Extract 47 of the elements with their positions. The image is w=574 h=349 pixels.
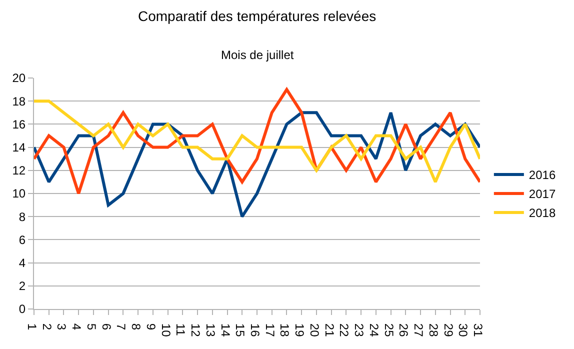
y-tick-label: 16 — [12, 117, 26, 132]
y-tick-label: 14 — [12, 140, 26, 154]
x-tick-label: 18 — [278, 323, 292, 338]
x-tick-label: 21 — [322, 323, 336, 338]
legend-label: 2017 — [528, 187, 556, 202]
x-tick-label: 22 — [337, 323, 352, 338]
x-tick-label: 27 — [412, 323, 426, 338]
x-tick-label: 25 — [382, 323, 396, 338]
chart-subtitle: Mois de juillet — [221, 48, 294, 62]
x-tick-label: 1 — [25, 323, 39, 330]
x-tick-label: 9 — [144, 323, 158, 330]
y-tick-label: 2 — [18, 279, 26, 294]
x-tick-label: 6 — [99, 323, 114, 330]
y-tick-label: 4 — [18, 256, 26, 270]
x-tick-label: 12 — [188, 323, 203, 338]
chart-title: Comparatif des températures relevées — [138, 8, 376, 24]
x-tick-label: 13 — [203, 323, 218, 338]
x-tick-label: 17 — [262, 323, 277, 338]
y-tick-label: 20 — [12, 71, 26, 86]
x-tick-label: 15 — [233, 323, 248, 338]
x-tick-label: 10 — [158, 323, 173, 338]
legend-label: 2018 — [528, 206, 556, 220]
y-tick-label: 10 — [12, 186, 26, 201]
x-tick-label: 28 — [426, 323, 440, 338]
x-tick-label: 19 — [292, 323, 307, 338]
x-tick-label: 8 — [129, 323, 144, 330]
x-tick-label: 26 — [396, 323, 411, 338]
x-tick-label: 7 — [114, 323, 128, 330]
y-tick-label: 18 — [12, 94, 26, 108]
x-tick-label: 29 — [441, 323, 456, 338]
x-tick-label: 23 — [352, 323, 366, 338]
x-tick-label: 11 — [174, 323, 188, 336]
y-tick-label: 6 — [18, 232, 26, 247]
legend-label: 2016 — [528, 168, 556, 182]
x-tick-label: 24 — [366, 323, 381, 338]
x-tick-label: 20 — [307, 323, 322, 338]
x-tick-label: 30 — [456, 323, 470, 338]
x-tick-label: 4 — [70, 323, 84, 330]
x-tick-label: 16 — [248, 323, 262, 338]
y-tick-label: 12 — [12, 164, 26, 178]
x-tick-label: 14 — [218, 323, 232, 338]
x-tick-label: 3 — [54, 323, 69, 330]
x-tick-label: 5 — [84, 323, 98, 330]
x-tick-label: 31 — [471, 323, 485, 338]
y-tick-label: 0 — [18, 302, 26, 316]
y-tick-label: 8 — [18, 210, 26, 224]
x-tick-label: 2 — [40, 323, 54, 330]
